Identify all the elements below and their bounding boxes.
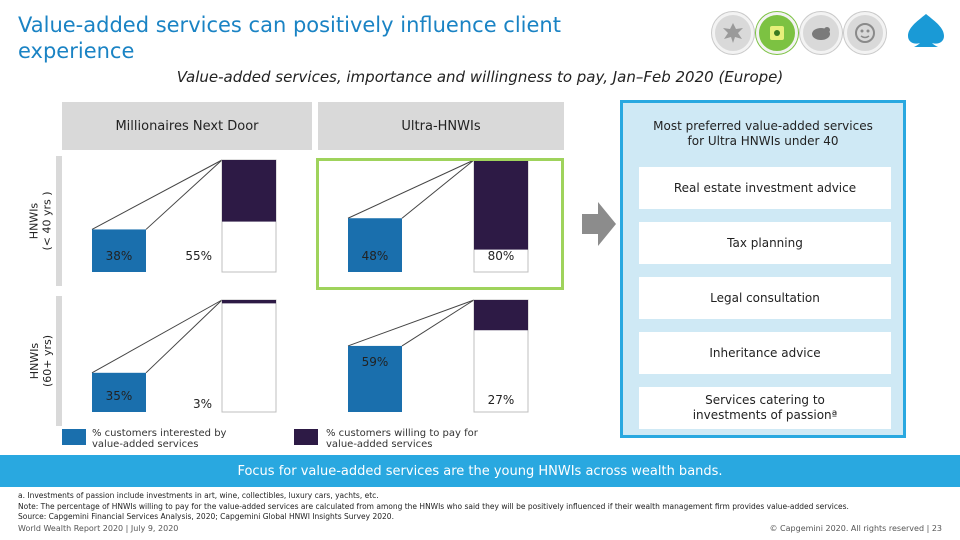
footer-copyright: © Capgemini 2020. All rights reserved | … [769,524,942,533]
row-label-young: HNWIs (< 40 yrs ) [26,156,56,286]
footnote-note: Note: The percentage of HNWIs willing to… [18,502,849,511]
preferred-item-passion: Services catering to investments of pass… [639,387,891,429]
footer-report: World Wealth Report 2020 | July 9, 2020 [18,524,179,533]
preferred-item-legal: Legal consultation [639,277,891,319]
preferred-services-title: Most preferred value-added services for … [653,119,873,148]
bar-connector-line [91,299,223,374]
panel-young-mnd: 38% 55% [91,159,277,273]
capgemini-spade-icon [908,14,944,47]
bar-interested [92,229,146,272]
page-title: Value-added services can positively infl… [18,13,561,63]
preferred-item-real-estate: Real estate investment advice [639,167,891,209]
bar-willing [222,300,276,304]
logo-4 [844,12,886,54]
row-bar-young [56,156,62,286]
legend-label-interested: % customers interested by value-added se… [92,428,227,450]
legend-label-willing: % customers willing to pay for value-add… [326,428,478,450]
face-icon [855,23,875,43]
bar-total-outline [221,299,277,413]
bar-connector-line [347,159,475,219]
logo-3 [800,12,842,54]
key-takeaway-banner: Focus for value-added services are the y… [0,455,960,487]
data-label-interested: 48% [362,249,389,263]
row-label-old-text: HNWIs (60+ yrs) [28,334,54,388]
data-label-willing: 55% [185,249,212,263]
logo-1 [712,12,754,54]
footnote-a: a. Investments of passion include invest… [18,491,379,500]
bar-willing [474,300,528,331]
data-label-interested: 35% [106,389,133,403]
preferred-item-inheritance: Inheritance advice [639,332,891,374]
chart-subtitle: Value-added services, importance and wil… [176,68,784,86]
row-label-old: HNWIs (60+ yrs) [26,296,56,426]
logo-2 [756,12,798,54]
right-arrow-icon [582,202,616,246]
data-label-willing: 3% [193,397,212,411]
row-label-young-text: HNWIs (< 40 yrs ) [28,191,54,251]
column-header-uhnwi: Ultra-HNWIs [318,102,564,150]
bar-interested [348,218,402,272]
bar-connector-line [145,159,223,230]
bar-connector-line [401,159,475,219]
bird-emblem-icon [723,23,743,43]
data-label-interested: 59% [362,355,389,369]
panel-young-uhnwi: 48% 80% [347,159,529,273]
row-bar-old [56,296,62,426]
preferred-item-tax: Tax planning [639,222,891,264]
highlight-frame [316,158,564,290]
column-header-mnd: Millionaires Next Door [62,102,312,150]
bar-connector-line [145,299,223,374]
bar-willing [474,160,528,250]
bar-willing [222,160,276,222]
bar-interested [92,372,146,412]
legend-swatch-interested [62,429,86,445]
legend-swatch-willing [294,429,318,445]
bar-connector-line [91,159,223,230]
bar-interested [348,345,402,412]
panel-old-uhnwi: 59% 27% [347,299,529,413]
bar-connector-line [347,299,475,347]
preferred-services-box: Most preferred value-added services for … [620,100,906,438]
data-label-willing: 80% [488,249,515,263]
panel-old-mnd: 35% 3% [91,299,277,413]
sheep-icon [812,27,830,40]
map-pin-icon [770,26,784,40]
data-label-interested: 38% [106,249,133,263]
data-label-willing: 27% [488,393,515,407]
bar-connector-line [401,299,475,347]
footnote-source: Source: Capgemini Financial Services Ana… [18,512,394,521]
